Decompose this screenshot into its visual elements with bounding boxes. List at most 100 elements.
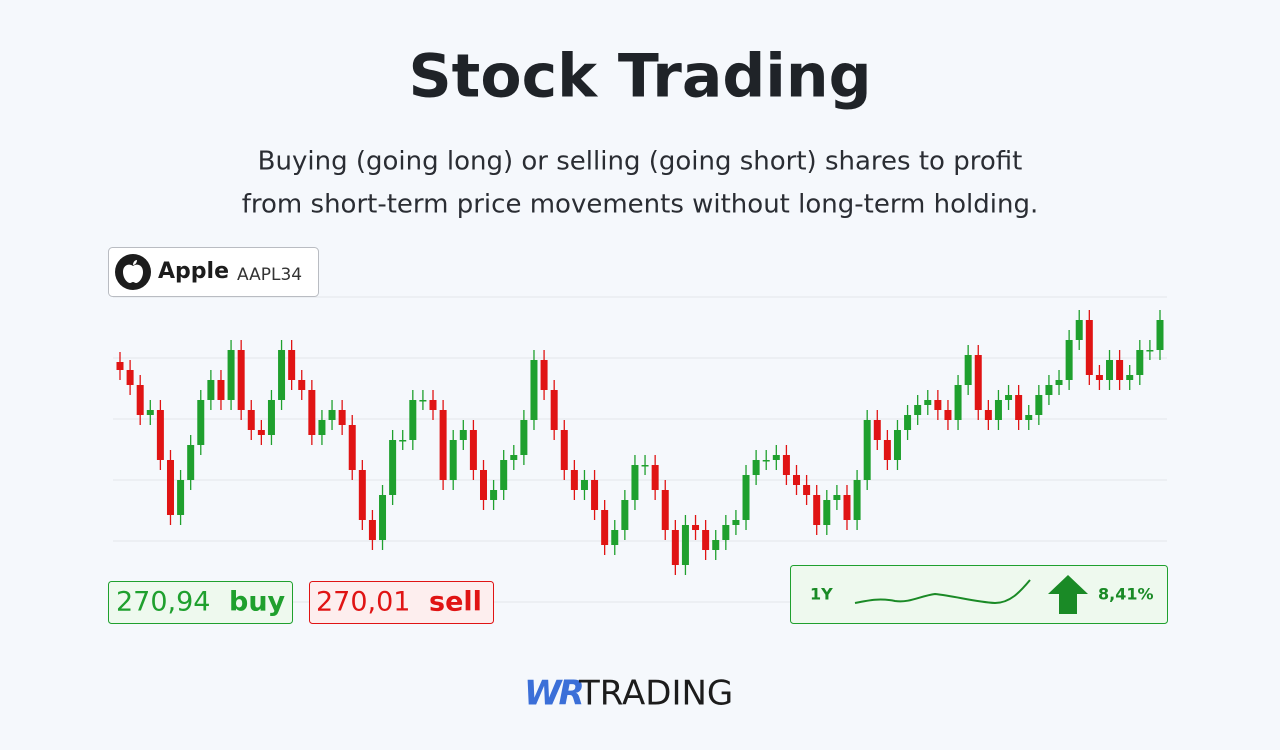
candle-body: [601, 510, 609, 545]
candle-body: [1156, 320, 1164, 350]
logo-mark: WR: [524, 674, 583, 714]
candle-body: [237, 350, 245, 410]
period-label: 1Y: [810, 585, 833, 604]
candle-body: [278, 350, 286, 400]
candle-body: [722, 525, 730, 540]
candle-body: [813, 495, 821, 525]
candle-body: [459, 430, 467, 440]
candle-body: [661, 490, 669, 530]
logo-text: TRADING: [578, 674, 733, 714]
candle-body: [267, 400, 275, 435]
candle-body: [257, 430, 265, 435]
candle-body: [288, 350, 296, 380]
candle-body: [550, 390, 558, 430]
candle-body: [500, 460, 508, 490]
candle-body: [318, 420, 326, 435]
ticker-box: [108, 247, 319, 297]
candle-body: [187, 445, 195, 480]
candle-body: [308, 390, 316, 435]
candle-body: [399, 440, 407, 442]
candle-body: [591, 480, 599, 510]
candle-body: [793, 475, 801, 485]
candle-body: [338, 410, 346, 425]
candle-body: [631, 465, 639, 500]
candle-body: [429, 400, 437, 410]
buy-box[interactable]: [108, 581, 293, 624]
candle-body: [803, 485, 811, 495]
sell-label: sell: [429, 587, 482, 618]
candle-body: [570, 470, 578, 490]
candle-body: [934, 400, 942, 410]
candle-body: [1035, 395, 1043, 415]
candle-body: [1045, 385, 1053, 395]
candle-body: [490, 490, 498, 500]
candle-body: [116, 362, 124, 370]
candle-body: [611, 530, 619, 545]
candle-body: [954, 385, 962, 420]
candle-body: [712, 540, 720, 550]
candle-body: [328, 410, 336, 420]
candle-body: [136, 385, 144, 415]
candle-body: [772, 455, 780, 460]
candle-body: [853, 480, 861, 520]
candle-body: [833, 495, 841, 500]
candle-body: [1055, 380, 1063, 385]
candle-body: [732, 520, 740, 525]
candle-body: [964, 355, 972, 385]
candle-body: [479, 470, 487, 500]
candle-body: [247, 410, 255, 430]
candle-body: [419, 400, 427, 402]
sell-quote[interactable]: 270,01 sell: [309, 581, 494, 624]
up-arrow: [1048, 575, 1088, 614]
buy-price: 270,94: [116, 587, 210, 618]
sell-box[interactable]: [309, 581, 494, 624]
logo: WR TRADING: [524, 674, 733, 714]
candle-body: [1005, 395, 1013, 400]
candle-body: [166, 460, 174, 515]
ticker-badge: Apple AAPL34: [108, 247, 319, 297]
candle-body: [1075, 320, 1083, 340]
candle-body: [914, 405, 922, 415]
candle-body: [873, 420, 881, 440]
candle-body: [177, 480, 185, 515]
candle-body: [692, 525, 700, 530]
candle-body: [146, 410, 154, 415]
candle-body: [510, 455, 518, 460]
candle-body: [702, 530, 710, 550]
candle-body: [641, 465, 649, 467]
candle-body: [217, 380, 225, 400]
change-value: 8,41%: [1098, 585, 1154, 604]
candle-body: [227, 350, 235, 400]
candle-body: [530, 360, 538, 420]
candle-body: [984, 410, 992, 420]
title: Stock Trading: [408, 42, 871, 112]
candle-body: [207, 380, 215, 400]
candlestick-chart: [113, 296, 1167, 603]
candle-body: [893, 430, 901, 460]
candle-body: [924, 400, 932, 405]
buy-quote[interactable]: 270,94 buy: [108, 581, 293, 624]
candle-body: [974, 355, 982, 410]
sell-price: 270,01: [316, 587, 410, 618]
candle-body: [469, 430, 477, 470]
candle-body: [762, 460, 770, 462]
candle-body: [944, 410, 952, 420]
candle-body: [1136, 350, 1144, 375]
candle-body: [540, 360, 548, 390]
candle-body: [621, 500, 629, 530]
candle-body: [782, 455, 790, 475]
ticker-symbol: AAPL34: [237, 265, 302, 285]
candle-body: [651, 465, 659, 490]
subtitle: Buying (going long) or selling (going sh…: [258, 147, 1023, 177]
performance-card: 1Y 8,41%: [790, 565, 1168, 624]
candle-body: [449, 440, 457, 480]
candle-body: [389, 440, 397, 495]
candle-body: [409, 400, 417, 440]
candle-body: [1126, 375, 1134, 380]
candle-body: [580, 480, 588, 490]
candle-body: [1025, 415, 1033, 420]
candle-body: [863, 420, 871, 480]
sparkline: [854, 579, 1031, 605]
candle-body: [742, 475, 750, 520]
candle-body: [348, 425, 356, 470]
